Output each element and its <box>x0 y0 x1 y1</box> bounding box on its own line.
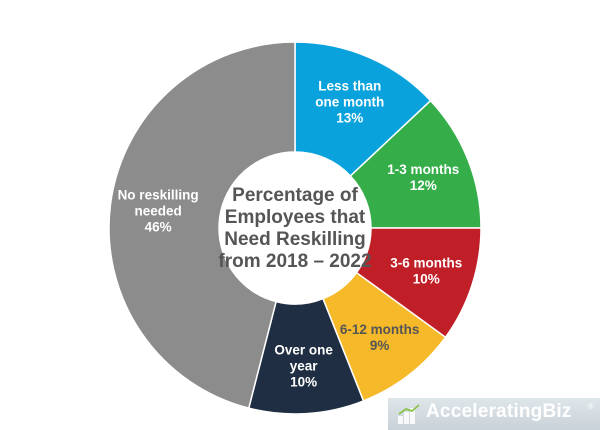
slice-no-reskilling-needed <box>108 41 296 410</box>
slice-label-line: Over one <box>274 343 333 358</box>
slice-1-3-months <box>349 99 482 229</box>
slice-value-6-12-months: 9% <box>370 338 390 353</box>
slice-label-over-one-year: Over one year 10% <box>274 343 333 390</box>
chart-title-line: Need Reskilling <box>224 229 366 250</box>
slice-less-than-one-month <box>294 41 432 178</box>
slice-label-line: 1-3 months <box>387 162 459 177</box>
slice-value-no-reskilling-needed: 46% <box>145 220 172 235</box>
slice-label-3-6-months: 3-6 months 10% <box>390 256 462 287</box>
chart-title-line: from 2018 – 2022 <box>218 251 371 272</box>
donut-slices <box>108 41 482 415</box>
slice-label-line: needed <box>134 204 181 219</box>
bar-chart-logo-icon <box>398 404 420 424</box>
slice-value-over-one-year: 10% <box>290 375 317 390</box>
logo-registered-mark: ® <box>588 402 594 411</box>
logo-text: AcceleratingBiz <box>426 401 572 422</box>
chart-title-line: Percentage of <box>232 185 358 206</box>
slice-labels: Less than one month 13% 1-3 months 12% 3-6 mo… <box>118 78 463 389</box>
chart-title-line: Employees that <box>225 207 366 228</box>
slice-label-1-3-months: 1-3 months 12% <box>387 162 459 193</box>
slice-label-less-than-one-month: Less than one month 13% <box>315 78 384 125</box>
slice-label-line: year <box>290 359 319 374</box>
accelerating-biz-logo: AcceleratingBiz ® <box>388 398 600 430</box>
slice-label-line: 3-6 months <box>390 256 462 271</box>
slice-label-no-reskilling-needed: No reskilling needed 46% <box>118 188 199 235</box>
slice-value-less-than-one-month: 13% <box>336 110 363 125</box>
slice-value-3-6-months: 10% <box>413 272 440 287</box>
slice-label-line: Less than <box>318 78 381 93</box>
slice-label-6-12-months: 6-12 months 9% <box>340 322 420 353</box>
slice-value-1-3-months: 12% <box>410 178 437 193</box>
slice-label-line: one month <box>315 94 384 109</box>
chart-title: Percentage of Employees that Need Reskilli… <box>218 185 371 272</box>
slice-label-line: No reskilling <box>118 188 199 203</box>
slice-label-line: 6-12 months <box>340 322 420 337</box>
